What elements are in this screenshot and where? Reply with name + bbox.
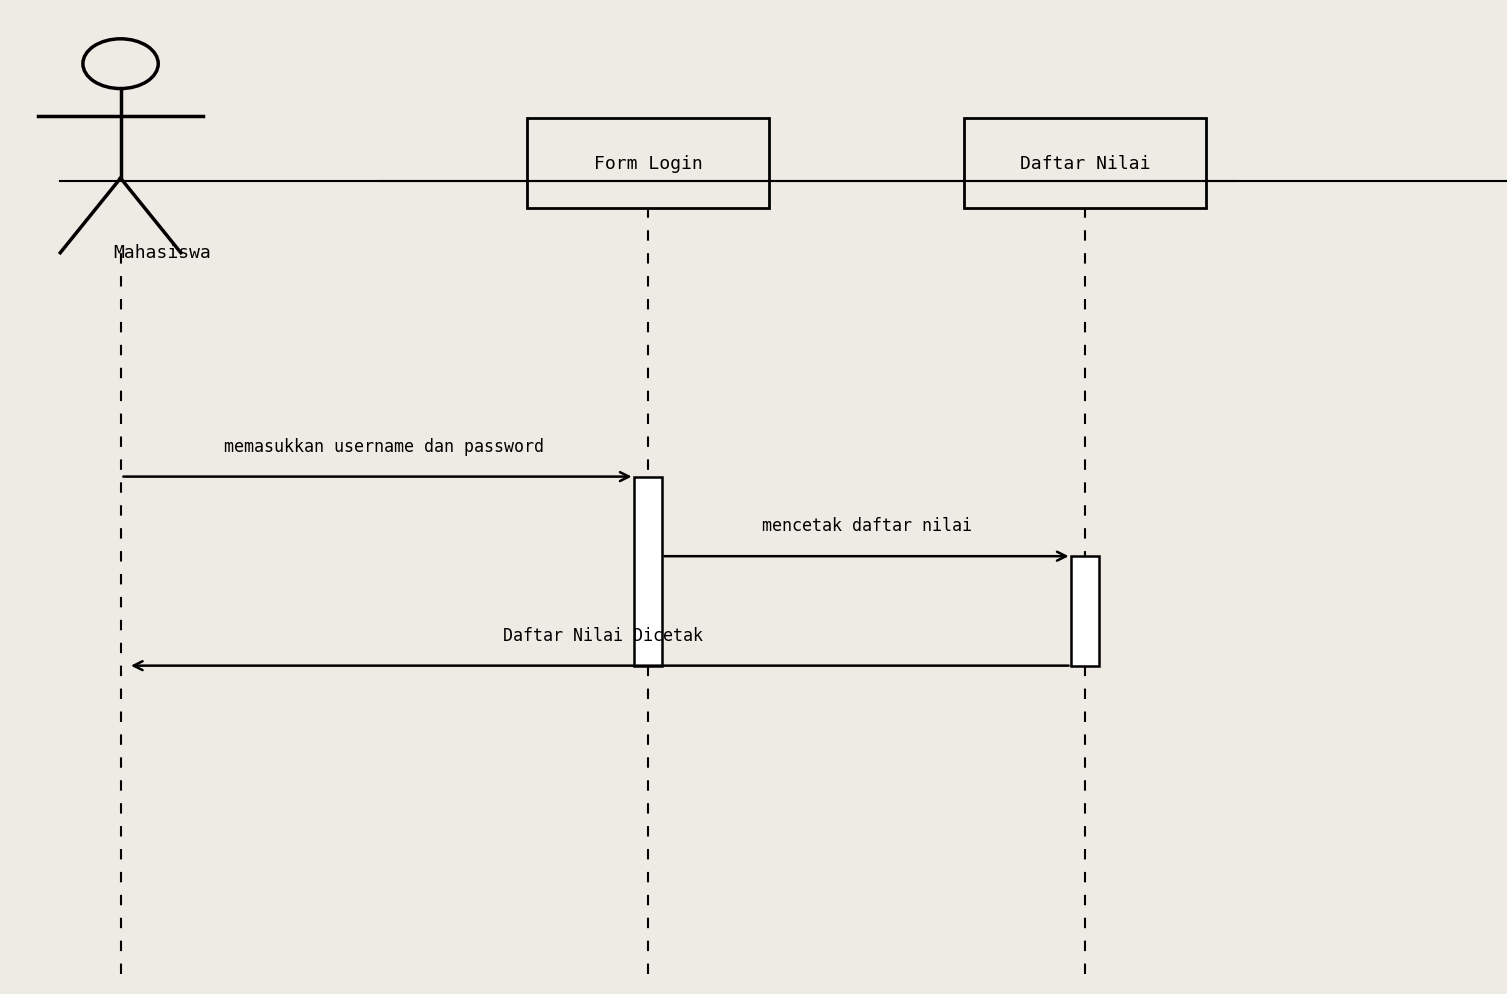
Bar (527, 119, 769, 209)
Text: memasukkan username dan password: memasukkan username dan password (225, 437, 544, 455)
Bar (1071, 557, 1099, 666)
Text: Daftar Nilai: Daftar Nilai (1020, 155, 1150, 173)
Text: Daftar Nilai Dicetak: Daftar Nilai Dicetak (503, 626, 702, 644)
Text: mencetak daftar nilai: mencetak daftar nilai (761, 517, 972, 535)
Bar (964, 119, 1206, 209)
Text: Form Login: Form Login (594, 155, 702, 173)
Text: Mahasiswa: Mahasiswa (113, 244, 211, 261)
Bar (634, 477, 662, 666)
